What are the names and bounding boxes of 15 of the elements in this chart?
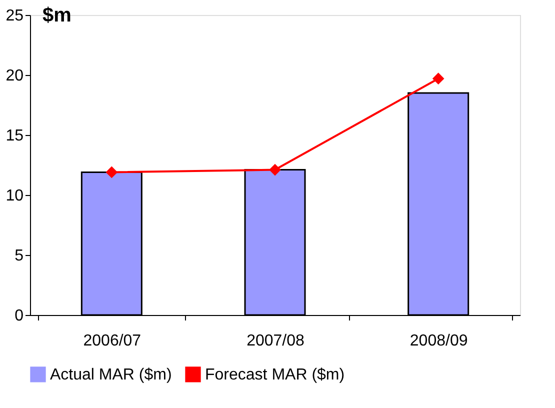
legend-label: Actual MAR ($m) bbox=[50, 366, 172, 384]
y-tick-label: 25 bbox=[6, 8, 24, 24]
x-tick-label: 2007/08 bbox=[246, 332, 305, 350]
y-axis-title: $m bbox=[42, 4, 72, 26]
y-tick-label: 15 bbox=[6, 128, 24, 144]
y-tick-label: 20 bbox=[6, 68, 24, 84]
y-tick-label: 10 bbox=[6, 188, 24, 204]
point bbox=[432, 72, 444, 85]
x-tick-label: 2008/09 bbox=[410, 332, 468, 350]
x-tick-label: 2006/07 bbox=[83, 332, 142, 350]
legend-label: Forecast MAR ($m) bbox=[205, 366, 345, 384]
point bbox=[106, 166, 118, 178]
y-tick-label: 5 bbox=[14, 248, 24, 264]
point bbox=[269, 164, 281, 176]
y-tick-label: 0 bbox=[14, 308, 24, 324]
